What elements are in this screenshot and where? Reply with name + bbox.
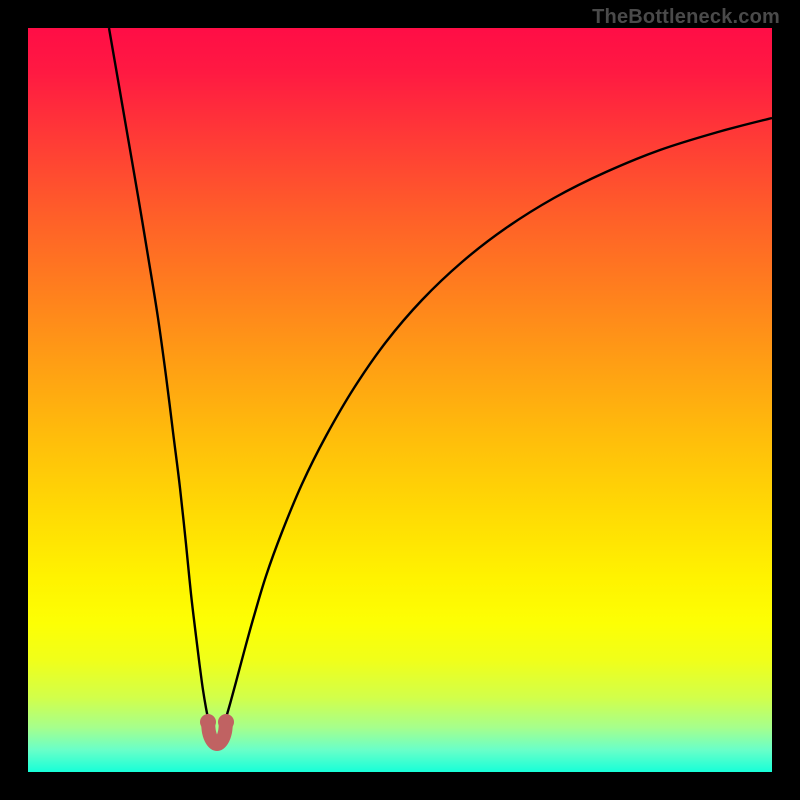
curve-right-branch (224, 118, 772, 726)
curve-left-branch (109, 28, 210, 726)
watermark-text: TheBottleneck.com (592, 6, 780, 29)
trough-end-dot-left (200, 714, 216, 730)
trough-end-dot-right (218, 714, 234, 730)
plot-area (28, 28, 772, 772)
chart-container: TheBottleneck.com (0, 0, 800, 800)
curve-layer (28, 28, 772, 772)
